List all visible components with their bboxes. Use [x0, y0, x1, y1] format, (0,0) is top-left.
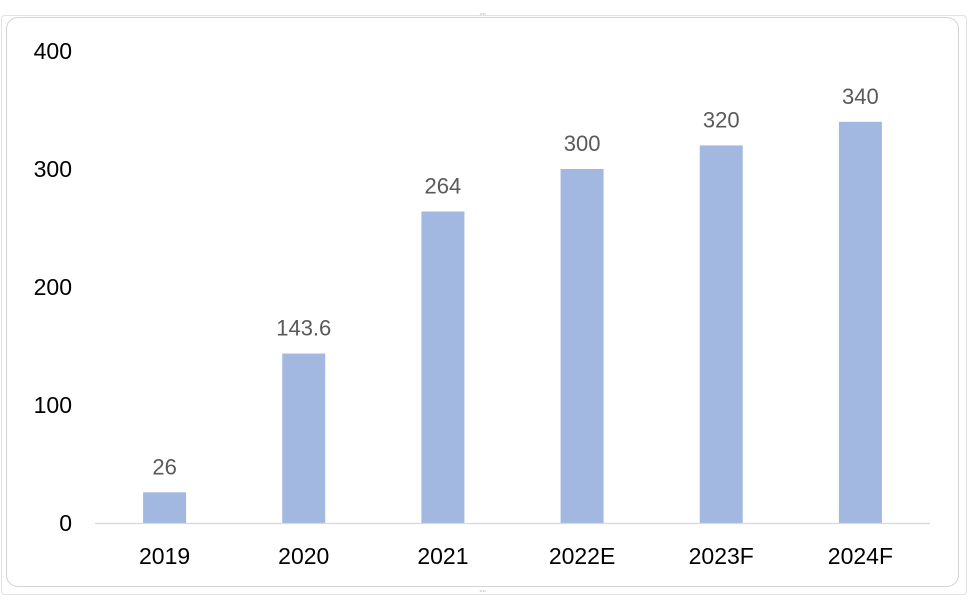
chart-selection-border: [1, 15, 967, 595]
y-tick-label: 200: [34, 274, 72, 300]
chart-container[interactable]: [6, 17, 959, 587]
x-tick-label: 2021: [417, 543, 468, 569]
bar-2021[interactable]: [421, 211, 465, 524]
bar-2020[interactable]: [282, 353, 326, 523]
bar-2019[interactable]: [143, 492, 187, 523]
data-label: 340: [842, 84, 879, 109]
x-axis: 2019 2020 2021 2022E 2023F 2024F: [139, 543, 893, 569]
x-tick-label: 2022E: [549, 543, 616, 569]
data-label: 264: [425, 173, 462, 198]
x-tick-label: 2024F: [828, 543, 893, 569]
y-axis: 0 100 200 300 400: [34, 38, 72, 536]
y-tick-label: 400: [34, 38, 72, 64]
y-tick-label: 300: [34, 156, 72, 182]
bar-2023F[interactable]: [699, 145, 743, 523]
y-tick-label: 100: [34, 392, 72, 418]
bar-series: [143, 121, 882, 524]
bar-2024F[interactable]: [838, 121, 882, 524]
data-label: 320: [703, 107, 740, 132]
x-tick-label: 2020: [278, 543, 329, 569]
data-label: 143.6: [276, 316, 331, 341]
x-tick-label: 2019: [139, 543, 190, 569]
bar-2022E[interactable]: [560, 169, 604, 523]
data-label: 26: [152, 454, 176, 479]
y-tick-label: 0: [59, 510, 72, 536]
resize-handle-bottom[interactable]: ····: [479, 587, 486, 596]
data-labels: 26 143.6 264 300 320 340: [152, 84, 878, 480]
data-label: 300: [564, 131, 601, 156]
resize-handle-top[interactable]: ····: [479, 10, 486, 19]
x-tick-label: 2023F: [689, 543, 754, 569]
